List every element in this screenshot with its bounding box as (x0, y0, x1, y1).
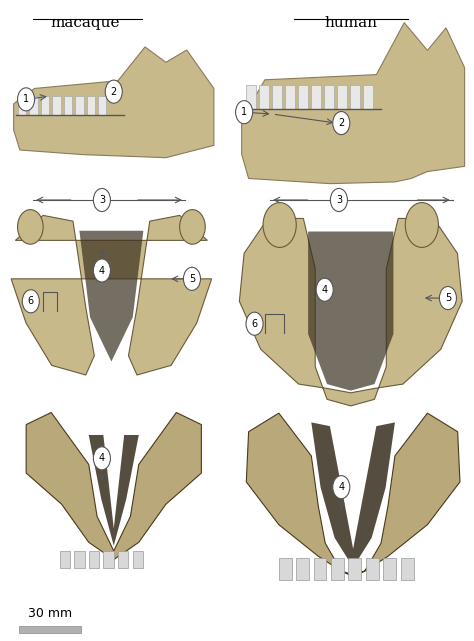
Text: 30 mm: 30 mm (27, 608, 72, 620)
Bar (98, 96, 107, 115)
Polygon shape (80, 231, 143, 362)
Circle shape (333, 112, 350, 135)
Bar (259, 85, 269, 109)
Text: 1: 1 (241, 107, 247, 117)
Circle shape (183, 267, 201, 290)
Text: 2: 2 (110, 87, 117, 97)
Circle shape (330, 188, 347, 212)
Text: 2: 2 (338, 118, 345, 128)
Bar (103, 551, 114, 568)
Bar (52, 96, 61, 115)
Bar (364, 85, 373, 109)
Bar (60, 551, 70, 568)
Bar (324, 85, 334, 109)
Polygon shape (239, 219, 462, 406)
Circle shape (439, 287, 456, 310)
Circle shape (93, 188, 110, 212)
Polygon shape (89, 435, 139, 545)
Bar (296, 558, 309, 581)
Circle shape (263, 203, 296, 247)
Text: macaque: macaque (51, 16, 120, 30)
Circle shape (246, 312, 263, 335)
Bar (272, 85, 282, 109)
Bar (350, 85, 360, 109)
Text: 6: 6 (28, 296, 34, 306)
Text: 1: 1 (23, 94, 29, 104)
Circle shape (405, 203, 438, 247)
Bar (64, 96, 72, 115)
Polygon shape (26, 413, 201, 560)
Bar (314, 558, 327, 581)
Text: 4: 4 (99, 265, 105, 276)
Circle shape (180, 210, 205, 244)
Text: human: human (324, 16, 377, 30)
Bar (279, 558, 292, 581)
Circle shape (22, 290, 39, 313)
Bar (133, 551, 143, 568)
Text: 4: 4 (322, 285, 328, 295)
Text: 6: 6 (252, 319, 257, 329)
Text: 4: 4 (99, 453, 105, 463)
Circle shape (105, 80, 122, 103)
Circle shape (333, 476, 350, 499)
Bar (74, 551, 84, 568)
Bar (331, 558, 344, 581)
Bar (19, 626, 81, 633)
Bar (337, 85, 346, 109)
Bar (89, 551, 99, 568)
Polygon shape (11, 215, 211, 375)
Bar (18, 96, 26, 115)
Bar (348, 558, 361, 581)
Bar (383, 558, 396, 581)
Text: 5: 5 (445, 293, 451, 303)
Bar (366, 558, 379, 581)
Text: 3: 3 (336, 195, 342, 205)
Text: 3: 3 (99, 195, 105, 205)
Circle shape (316, 278, 333, 301)
Bar (285, 85, 295, 109)
Polygon shape (14, 47, 214, 158)
Polygon shape (246, 413, 460, 577)
Bar (75, 96, 83, 115)
Bar (311, 85, 320, 109)
Circle shape (93, 259, 110, 282)
Bar (87, 96, 95, 115)
Circle shape (93, 447, 110, 470)
Text: 5: 5 (189, 274, 195, 284)
Bar (118, 551, 128, 568)
Text: 4: 4 (338, 482, 344, 492)
Bar (29, 96, 37, 115)
Bar (298, 85, 308, 109)
Bar (246, 85, 255, 109)
Polygon shape (311, 422, 395, 567)
Bar (41, 96, 49, 115)
Polygon shape (308, 231, 393, 390)
Circle shape (236, 101, 253, 124)
Circle shape (18, 88, 35, 111)
Circle shape (18, 210, 43, 244)
Polygon shape (242, 22, 465, 184)
Bar (401, 558, 413, 581)
